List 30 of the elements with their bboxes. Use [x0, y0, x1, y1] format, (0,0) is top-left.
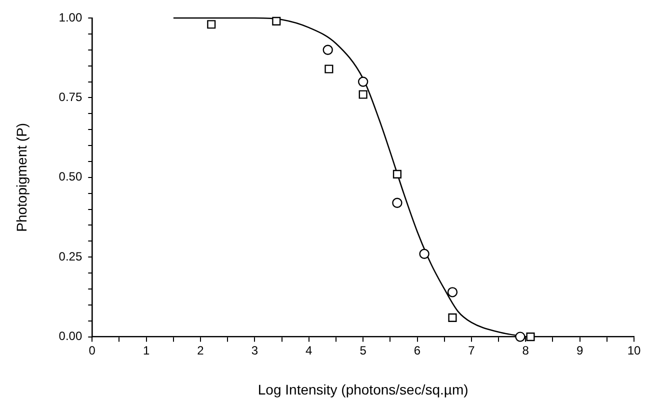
- y-tick-label: 0.50: [58, 170, 82, 184]
- x-tick-label: 9: [576, 343, 584, 358]
- point: [392, 198, 402, 208]
- point: [324, 64, 334, 74]
- point: [358, 90, 368, 99]
- point: [358, 76, 368, 87]
- point: [322, 44, 333, 55]
- x-tick-label: 7: [468, 343, 476, 358]
- x-tick-label: 6: [414, 343, 421, 358]
- x-tick-label: 0: [88, 343, 96, 358]
- y-axis-title: Photopigment (P): [13, 122, 30, 232]
- x-tick-label: 5: [360, 343, 367, 358]
- point: [392, 170, 402, 178]
- point: [207, 20, 216, 29]
- x-axis-title: Log Intensity (photons/sec/sq.µm): [258, 381, 468, 398]
- x-tick-label: 2: [197, 343, 204, 358]
- y-tick-label: 0.00: [58, 329, 82, 344]
- point: [419, 248, 430, 260]
- y-tick-label: 0.25: [58, 249, 82, 264]
- x-tick-label: 8: [522, 343, 530, 358]
- point: [447, 287, 458, 298]
- y-tick-label: 1.00: [58, 10, 82, 24]
- y-tick-label: 0.75: [58, 90, 82, 104]
- x-tick-label: 4: [306, 343, 313, 358]
- point: [515, 332, 526, 342]
- x-tick-label: 1: [142, 343, 150, 358]
- point: [272, 16, 281, 26]
- x-tick-label: 3: [251, 343, 258, 358]
- x-tick-label: 10: [627, 343, 641, 358]
- point: [448, 313, 457, 322]
